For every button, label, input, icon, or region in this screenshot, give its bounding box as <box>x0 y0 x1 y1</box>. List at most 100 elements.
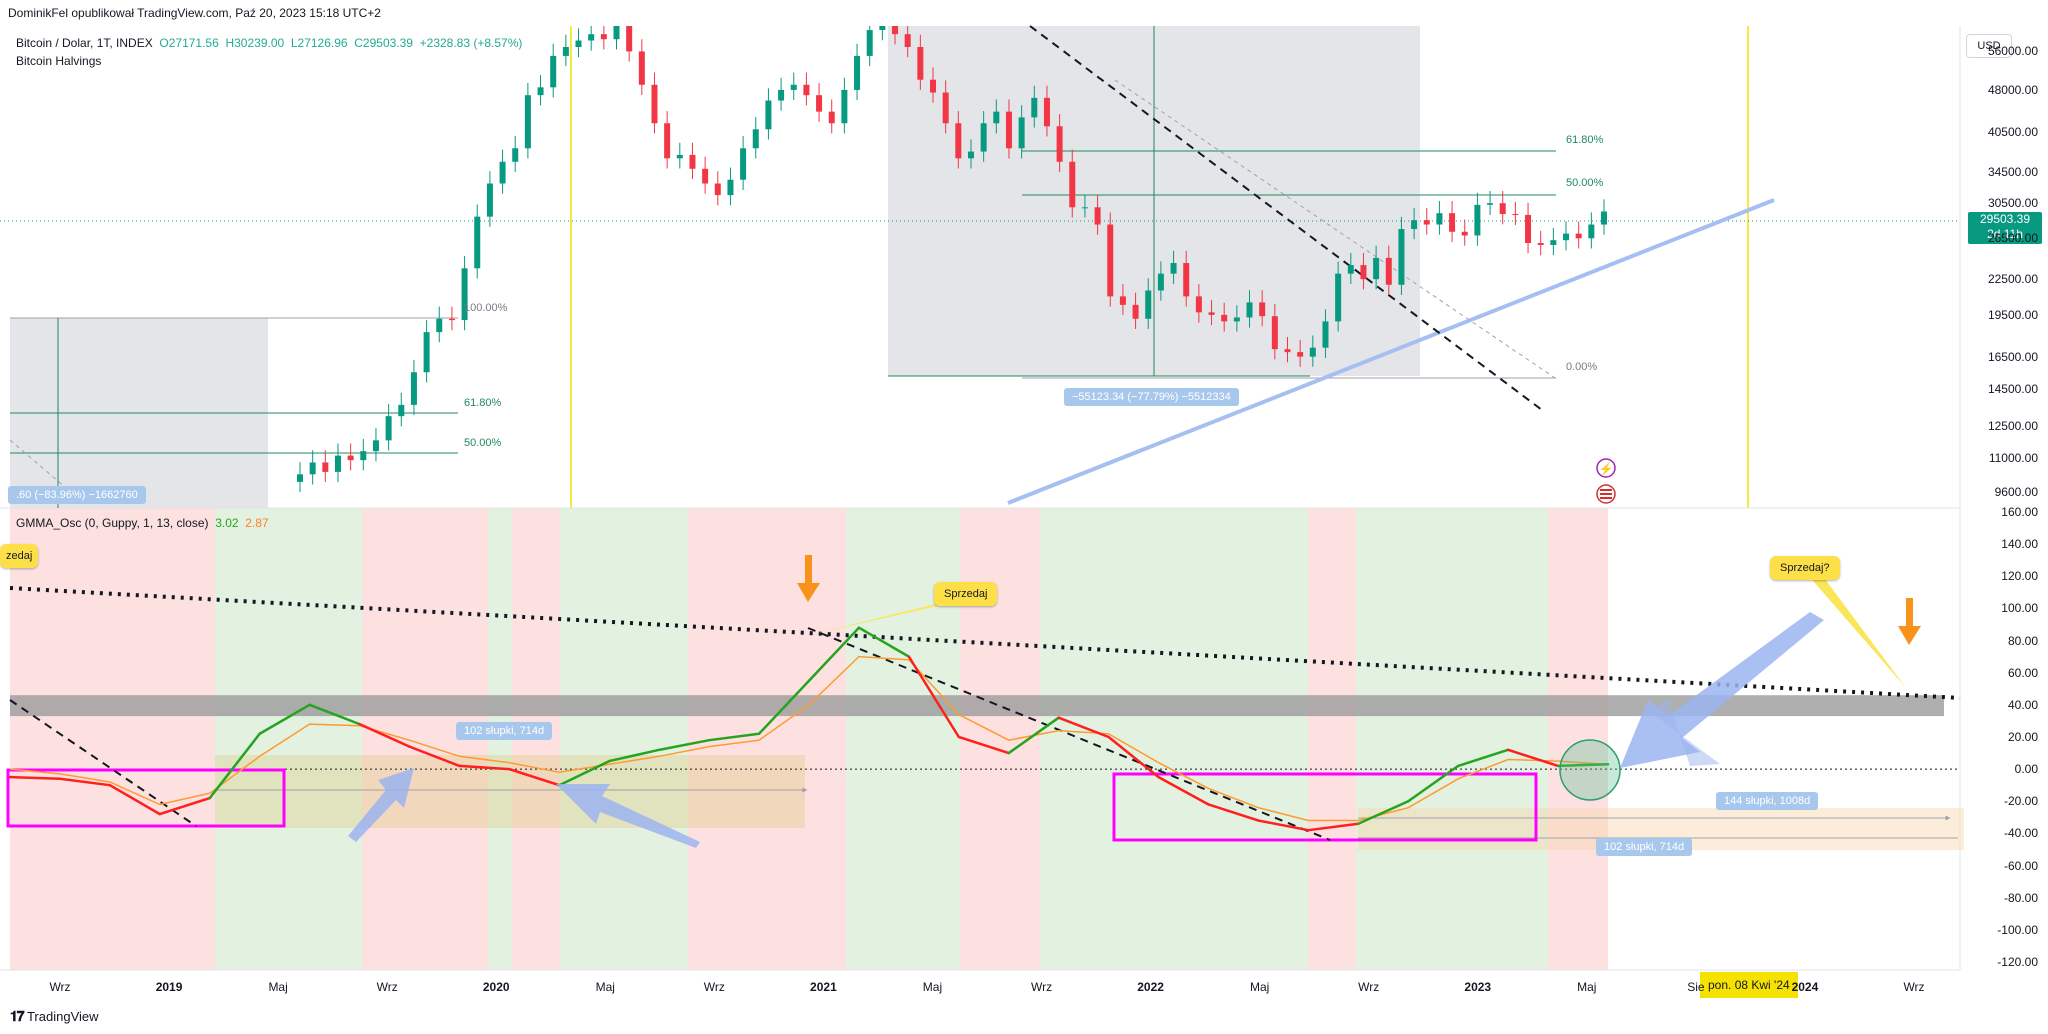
candle-body <box>1157 273 1164 291</box>
candle-body <box>297 474 303 482</box>
candle-body <box>562 46 569 56</box>
candles-group <box>297 26 1607 493</box>
osc-fast-segment <box>458 764 511 771</box>
oscillator-background-band <box>1548 508 1608 970</box>
flash-icon[interactable] <box>1596 458 1616 478</box>
time-tick: 2024 <box>1791 980 1819 994</box>
oscillator-background-band <box>1040 508 1308 970</box>
candle-body <box>1094 207 1101 225</box>
callout-pointer-2 <box>1808 575 1906 688</box>
osc-fast-segment <box>1007 716 1060 755</box>
blue-arrow-left-1 <box>348 768 414 842</box>
candle-body <box>347 455 354 461</box>
measure-label-left: .60 (−83.96%) −1662760 <box>8 486 146 504</box>
tradingview-logo[interactable]: 𝟏𝟕 TradingView <box>10 1008 99 1025</box>
candle-body <box>309 462 316 475</box>
price-tick: 11000.00 <box>1988 450 2038 465</box>
candle-body <box>1195 296 1202 313</box>
candle-body <box>993 111 1000 124</box>
range-label-1: 102 słupki, 714d <box>456 722 553 740</box>
time-tick: Maj <box>268 980 288 994</box>
candle-body <box>1233 317 1240 322</box>
price-tick: 40500.00 <box>1987 125 2038 140</box>
candle-body <box>651 84 658 124</box>
candle-body <box>360 451 367 461</box>
candle-body <box>1335 273 1342 322</box>
ohlc-change: +2328.83 (+8.57%) <box>419 36 523 50</box>
support-trendline <box>1007 198 1775 505</box>
time-tick: Sie <box>1687 980 1705 994</box>
candle-body <box>1246 302 1253 318</box>
candle-body <box>550 55 557 88</box>
price-tick: 26500.00 <box>1987 231 2038 246</box>
flash-icon-glyph: ⚡ <box>1599 462 1614 476</box>
measure-label-upper: −55123.34 (−77.79%) −5512334 <box>1064 388 1239 406</box>
time-tick: Wrz <box>376 980 398 994</box>
candle-body <box>1145 290 1152 319</box>
osc-fast-segment <box>558 759 611 787</box>
blue-arrow-right-tail <box>1650 698 1720 766</box>
oscillator-name[interactable]: GMMA_Osc (0, Guppy, 1, 13, close) <box>16 516 209 530</box>
candle-body <box>1284 349 1291 353</box>
osc-fast-segment <box>1307 822 1360 832</box>
osc-tick: 0.00 <box>2014 762 2038 777</box>
candle-body <box>740 148 747 180</box>
candle-body <box>1081 207 1088 209</box>
candle-body <box>613 26 620 40</box>
candle-body <box>322 462 329 472</box>
oscillator-grey-band <box>10 695 1944 717</box>
callout-sell-question[interactable]: Sprzedaj? <box>1770 556 1840 580</box>
osc-fast-segment <box>807 626 861 682</box>
orange-arrow-1 <box>797 555 820 602</box>
osc-fast-line <box>8 626 1610 832</box>
candle-body <box>1398 229 1405 285</box>
ohlc-low: L27126.96 <box>290 36 348 50</box>
candle-body <box>474 216 481 269</box>
candle-body <box>1183 263 1190 297</box>
osc-tick: -60.00 <box>2003 858 2038 873</box>
tv-logo-text: TradingView <box>26 1009 99 1024</box>
candle-body <box>436 318 443 333</box>
candle-body <box>1119 296 1126 305</box>
callout-sell[interactable]: Sprzedaj <box>934 582 998 606</box>
candle-body <box>930 79 937 93</box>
candle-body <box>892 26 899 35</box>
time-tick: 2019 <box>155 980 183 994</box>
candle-body <box>423 332 430 373</box>
candle-body <box>1005 111 1012 149</box>
candle-body <box>778 89 785 101</box>
candle-body <box>1221 314 1228 322</box>
osc-fast-segment <box>8 775 62 781</box>
candle-body <box>765 100 772 130</box>
fib-lower-618: 61.80% <box>464 397 502 409</box>
range-label-3: 102 słupki, 714d <box>1596 838 1693 856</box>
time-tick: Wrz <box>1030 980 1053 994</box>
candle-body <box>790 84 797 90</box>
candle-body <box>1373 257 1380 280</box>
osc-fast-segment <box>1407 764 1460 803</box>
candle-body <box>537 87 544 96</box>
osc-fast-segment <box>258 703 311 736</box>
ohlc-high: H30239.00 <box>225 36 285 50</box>
candle-body <box>499 161 506 184</box>
osc-tick: -100.00 <box>1997 922 2038 937</box>
fib-diagonal <box>1114 79 1556 379</box>
osc-fast-segment <box>408 745 461 768</box>
candle-body <box>1525 214 1532 244</box>
osc-tick: 40.00 <box>2007 697 2038 712</box>
price-tick: 12500.00 <box>1987 418 2038 433</box>
fib-upper <box>888 150 1556 379</box>
indicator-name[interactable]: Bitcoin Halvings <box>16 54 102 68</box>
callout-left-partial[interactable]: zedaj <box>0 544 39 568</box>
candle-body <box>588 34 595 41</box>
last-price-tag: 29503.39 2d 11h <box>1968 212 2042 244</box>
currency-button[interactable]: USD <box>1966 34 2012 58</box>
price-tick: 16500.00 <box>1987 349 2038 364</box>
osc-tick: 160.00 <box>2001 505 2038 519</box>
candle-body <box>1031 97 1038 118</box>
candle-body <box>879 26 886 31</box>
symbol-name[interactable]: Bitcoin / Dolar, 1T, INDEX <box>16 36 153 50</box>
osc-value-slow: 2.87 <box>245 516 269 530</box>
time-tick: Wrz <box>703 980 725 994</box>
